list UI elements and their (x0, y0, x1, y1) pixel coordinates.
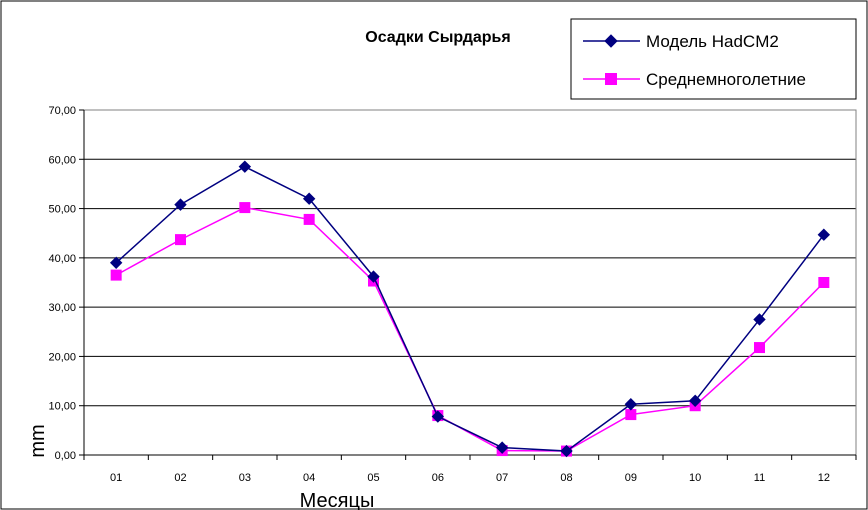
x-tick-label: 07 (496, 472, 508, 484)
y-tick-label: 0,00 (55, 450, 76, 462)
y-tick-label: 10,00 (48, 401, 76, 413)
series-line (115, 165, 825, 452)
legend: Модель HadCM2 Среднемноголетние (570, 18, 857, 100)
chart-title: Осадки Сырдарья (365, 29, 510, 46)
y-tick-label: 60,00 (48, 154, 76, 166)
data-point (818, 277, 830, 288)
x-tick-label: 08 (560, 472, 572, 484)
data-point (110, 269, 122, 281)
data-point (753, 313, 766, 326)
series-layer (109, 160, 831, 458)
x-tick-label: 05 (367, 472, 379, 484)
data-point (239, 202, 251, 214)
y-tick-label: 50,00 (48, 204, 76, 216)
series-line (115, 206, 825, 452)
y-tick-label: 20,00 (48, 351, 76, 363)
x-axis-title: Месяцы (300, 490, 375, 510)
data-point (495, 441, 509, 454)
series-1 (109, 160, 831, 458)
x-tick-label: 01 (110, 472, 122, 484)
legend-marker (605, 73, 617, 85)
x-tick-label: 02 (174, 472, 186, 484)
data-point (625, 409, 637, 421)
data-point (238, 160, 252, 173)
data-point (174, 198, 187, 211)
x-tick-label: 12 (818, 472, 830, 484)
legend-marker (604, 34, 618, 48)
x-tick-label: 04 (303, 472, 315, 484)
data-point (367, 270, 380, 283)
data-point (817, 228, 831, 241)
legend-item: Среднемноголетние (583, 70, 806, 89)
legend-label: Среднемноголетние (646, 70, 806, 89)
y-tick-label: 30,00 (48, 302, 76, 314)
data-point (175, 234, 186, 246)
axis-layer: 0,00 10,00 20,00 30,00 40,00 50,00 60,00 70,00 0… (48, 105, 857, 484)
x-tick-label: 06 (432, 472, 444, 484)
data-point (303, 213, 315, 225)
legend-box (570, 18, 857, 100)
legend-label: Модель HadCM2 (646, 32, 779, 51)
data-point (688, 394, 702, 407)
x-tick-label: 09 (625, 472, 637, 484)
data-point (754, 342, 765, 354)
y-tick-label: 40,00 (48, 253, 76, 265)
data-point (560, 444, 573, 458)
y-axis-title: mm (27, 424, 49, 457)
y-tick-label: 70,00 (48, 105, 76, 117)
legend-item: Модель HadCM2 (583, 32, 779, 51)
data-point (109, 256, 123, 269)
x-tick-label: 11 (754, 472, 765, 484)
data-point (624, 398, 638, 411)
x-tick-label: 03 (239, 472, 251, 484)
data-point (302, 192, 316, 205)
x-tick-label: 10 (689, 472, 701, 484)
data-point (431, 410, 445, 423)
